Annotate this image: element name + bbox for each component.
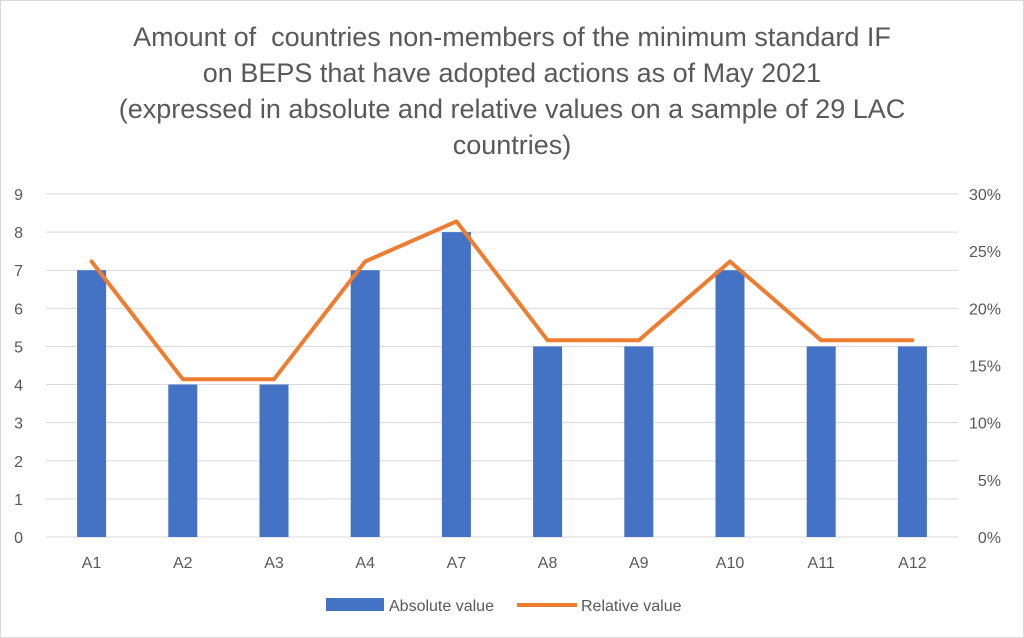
chart-title-line-3: (expressed in absolute and relative valu… [118, 94, 906, 124]
x-tick-label: A1 [82, 555, 102, 572]
bar [624, 346, 654, 537]
chart-title-line-1: Amount of countries non-members of the m… [133, 22, 891, 52]
y-left-tick-label: 9 [14, 187, 23, 204]
bar [259, 384, 289, 537]
y-left-tick-label: 5 [14, 339, 23, 356]
x-tick-label: A10 [716, 555, 745, 572]
x-tick-label: A9 [629, 555, 649, 572]
chart-title: Amount of countries non-members of the m… [1, 19, 1023, 163]
bar [350, 270, 380, 537]
x-tick-label: A2 [173, 555, 193, 572]
y-left-tick-label: 4 [14, 378, 23, 395]
y-right-tick-label: 15% [969, 359, 1001, 376]
chart-title-line-4: countries) [452, 130, 572, 160]
bar [441, 232, 471, 537]
y-left-tick-label: 0 [14, 530, 23, 547]
x-tick-label: A7 [447, 555, 467, 572]
x-tick-label: A8 [538, 555, 558, 572]
axis-labels: 0 1 2 3 4 5 6 7 8 9 0% 5% 10% 15% 20% 25% 30% A1 A2 A3 A4 A7 A… [14, 187, 1001, 572]
legend: Absolute value Relative value [326, 598, 682, 615]
legend-swatch-absolute [326, 598, 384, 611]
bar [897, 346, 927, 537]
bar-series [77, 232, 927, 537]
legend-label-absolute: Absolute value [389, 598, 494, 615]
y-right-tick-label: 0% [978, 530, 1001, 547]
y-left-tick-label: 3 [14, 416, 23, 433]
line-series [89, 219, 915, 382]
x-tick-label: A3 [264, 555, 284, 572]
chart-title-line-2: on BEPS that have adopted actions as of … [202, 58, 822, 88]
x-tick-label: A4 [355, 555, 375, 572]
bar [533, 346, 563, 537]
y-right-tick-label: 30% [969, 187, 1001, 204]
bar [77, 270, 107, 537]
relative-value-line [89, 219, 915, 382]
y-left-tick-label: 2 [14, 454, 23, 471]
y-right-tick-label: 10% [969, 416, 1001, 433]
y-right-tick-label: 5% [978, 473, 1001, 490]
x-tick-label: A12 [898, 555, 927, 572]
y-left-tick-label: 7 [14, 263, 23, 280]
y-left-tick-label: 1 [14, 492, 23, 509]
bar [715, 270, 745, 537]
x-tick-label: A11 [808, 555, 835, 572]
y-right-tick-label: 25% [969, 244, 1001, 261]
y-left-tick-label: 8 [14, 225, 23, 242]
gridlines [46, 193, 958, 538]
bar [168, 384, 198, 537]
y-right-tick-label: 20% [969, 301, 1001, 318]
bar [806, 346, 836, 537]
y-left-tick-label: 6 [14, 301, 23, 318]
legend-label-relative: Relative value [581, 598, 682, 615]
